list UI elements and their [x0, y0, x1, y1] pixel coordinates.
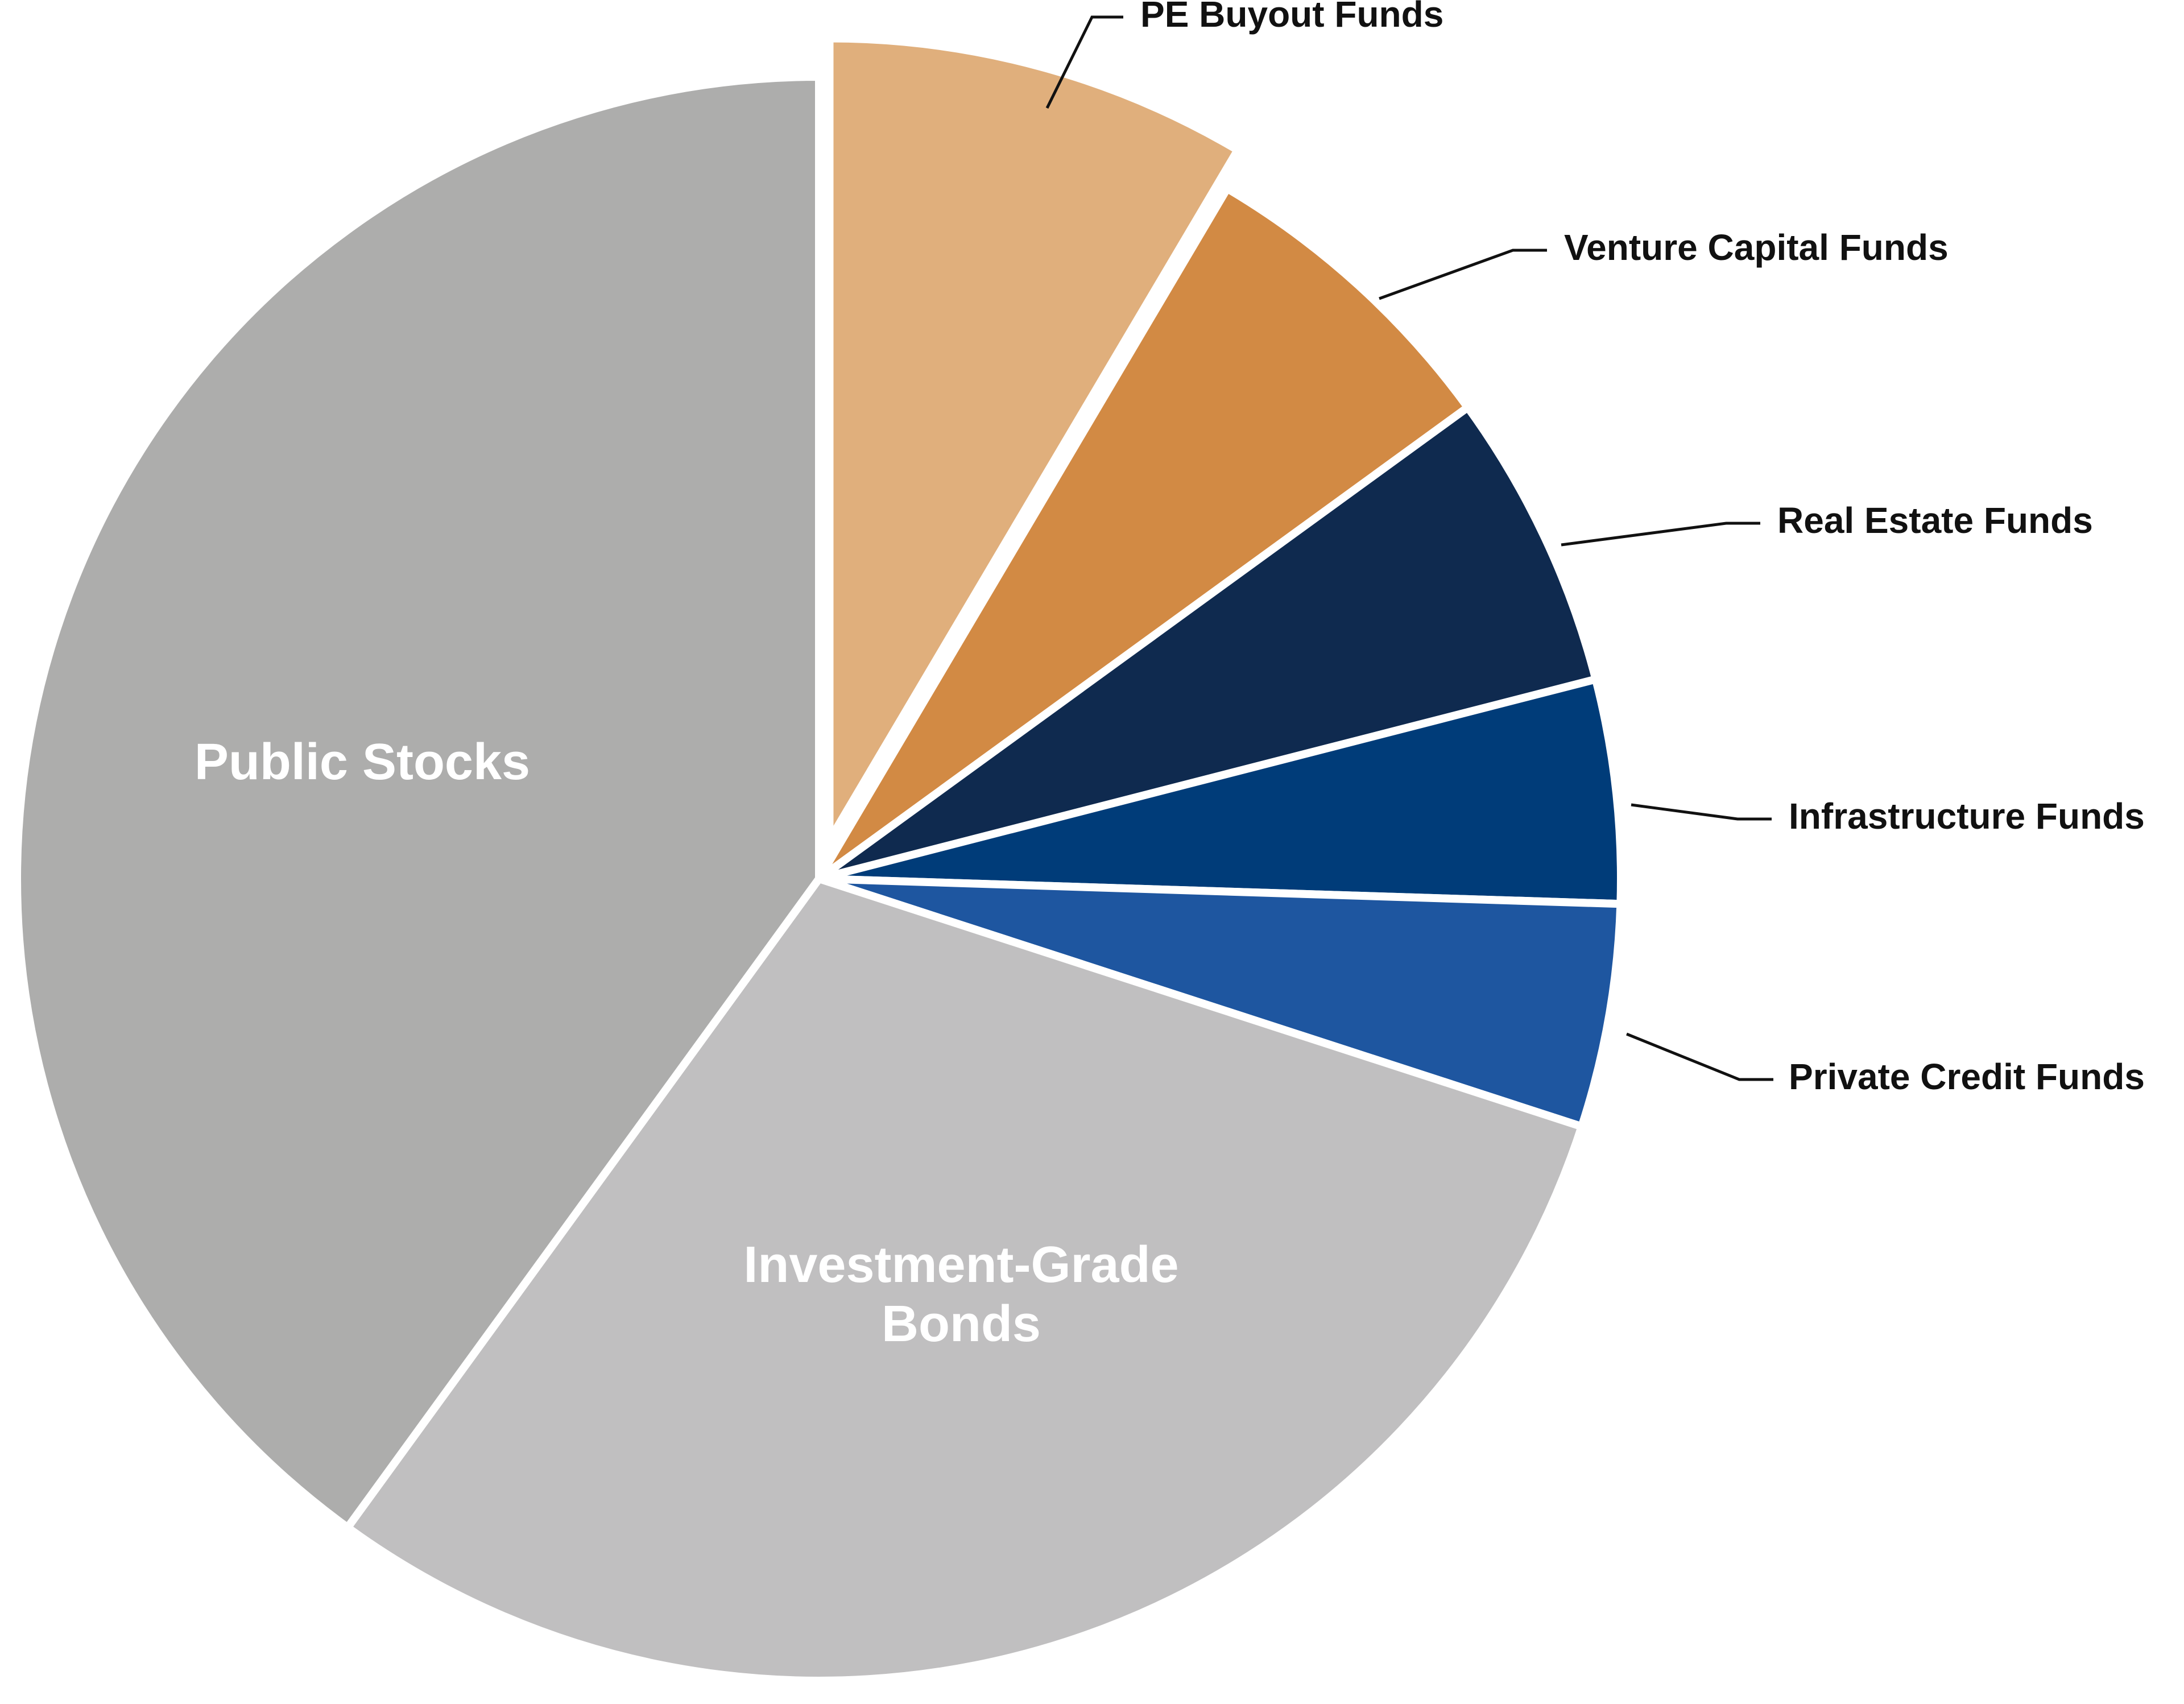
- slice-label-public-stocks: Public Stocks: [195, 734, 530, 791]
- labels-layer: PE Buyout Funds Venture Capital Funds Real…: [195, 0, 2145, 1353]
- pie-slice-infrastructure-funds: [815, 675, 1625, 908]
- leader-line-private-credit-funds: [1626, 1032, 1773, 1081]
- slice-label-real-estate-funds: Real Estate Funds: [1777, 500, 2093, 541]
- slices-layer: [13, 34, 1625, 1685]
- slice-label-investment-grade-bonds: Investment-Grade Bonds: [743, 1236, 1178, 1353]
- slice-label-infrastructure-funds: Infrastructure Funds: [1789, 796, 2145, 837]
- pie-slice-venture-capital-funds: [815, 184, 1472, 883]
- leader-line-real-estate-funds: [1561, 522, 1760, 547]
- pie-slice-real-estate-funds: [815, 403, 1600, 883]
- pie-slice-investment-grade-bonds: [344, 875, 1586, 1685]
- pie-slice-public-stocks: [13, 73, 823, 1532]
- leader-line-venture-capital-funds: [1379, 249, 1547, 300]
- leader-line-pe-buyout-funds: [1045, 15, 1123, 109]
- slice-label-venture-capital-funds: Venture Capital Funds: [1564, 227, 1949, 268]
- leader-line-infrastructure-funds: [1631, 803, 1772, 821]
- pie-slice-pe-buyout-funds: [825, 34, 1242, 845]
- slice-label-private-credit-funds: Private Credit Funds: [1789, 1056, 2145, 1097]
- leader-lines-layer: [1045, 15, 1773, 1081]
- slice-label-pe-buyout-funds: PE Buyout Funds: [1140, 0, 1443, 35]
